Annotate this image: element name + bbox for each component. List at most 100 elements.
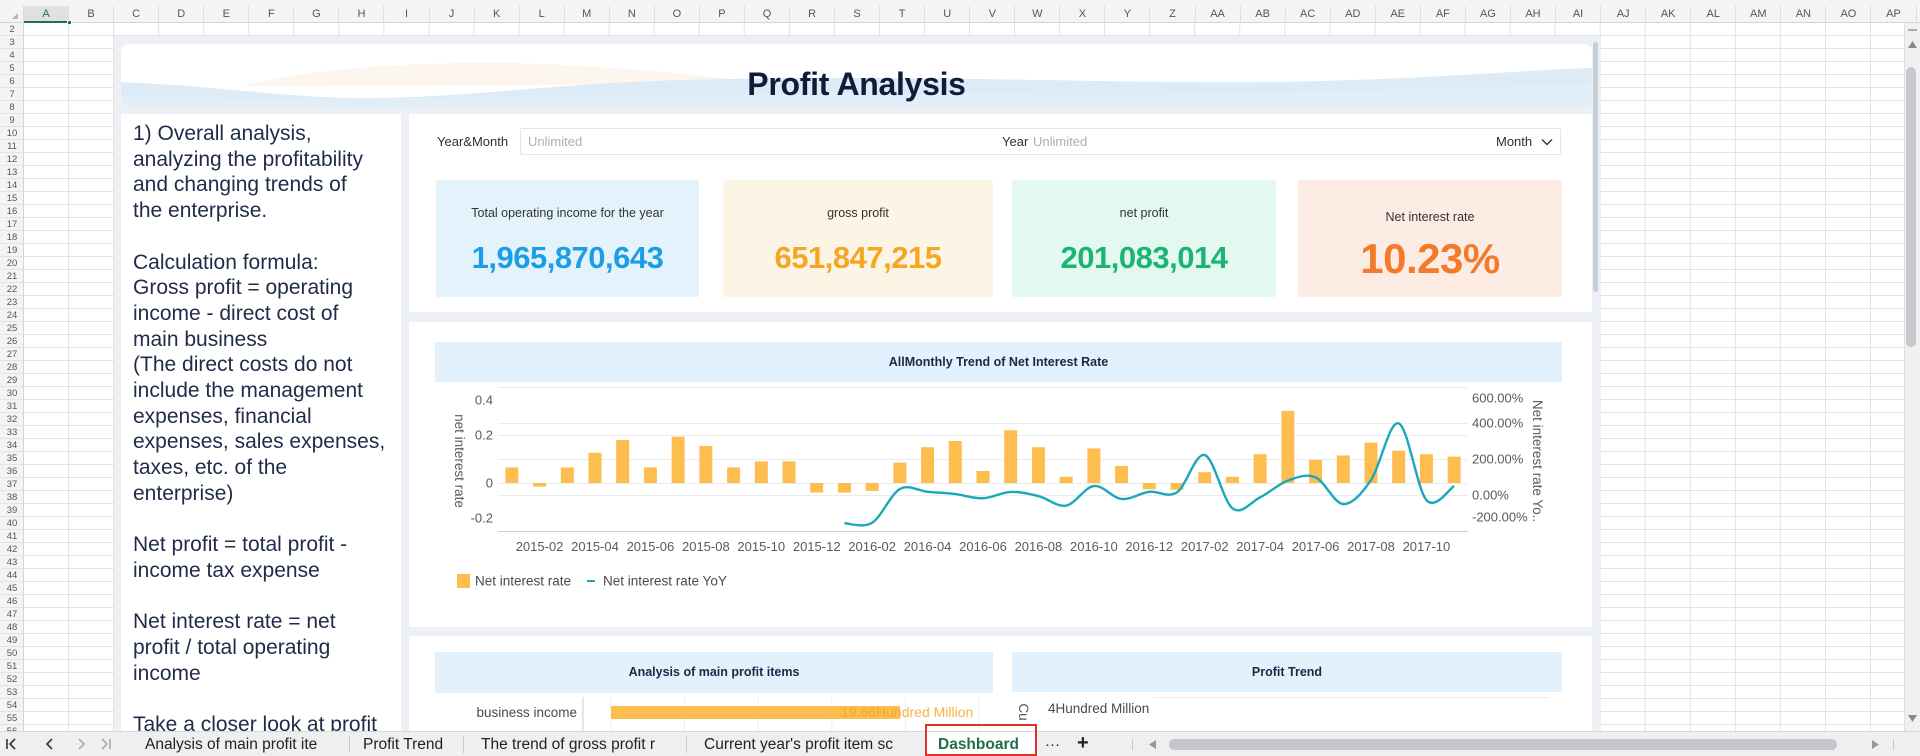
- year-month-input[interactable]: Unlimited: [528, 134, 583, 149]
- row-header-38[interactable]: 38: [0, 491, 23, 504]
- bar-2016-08[interactable]: [1031, 447, 1045, 483]
- row-header-22[interactable]: 22: [0, 283, 23, 296]
- bar-2015-05[interactable]: [616, 440, 630, 483]
- row-header-51[interactable]: 51: [0, 660, 23, 673]
- bar-2015-09[interactable]: [727, 467, 741, 483]
- column-header-n[interactable]: N: [610, 6, 655, 23]
- row-header-56[interactable]: 56: [0, 725, 23, 731]
- bar-2016-05[interactable]: [948, 441, 962, 483]
- sheet-tab-current-year-profit-items[interactable]: Current year's profit item sc: [704, 736, 894, 753]
- bar-2016-11[interactable]: [1115, 465, 1129, 483]
- vertical-scrollbar[interactable]: [1904, 23, 1920, 731]
- column-header-ac[interactable]: AC: [1286, 6, 1331, 23]
- bar-business-income[interactable]: [611, 706, 901, 719]
- bar-2016-10[interactable]: [1087, 448, 1101, 483]
- row-header-45[interactable]: 45: [0, 582, 23, 595]
- row-header-2[interactable]: 2: [0, 23, 23, 36]
- row-header-40[interactable]: 40: [0, 517, 23, 530]
- column-header-q[interactable]: Q: [745, 6, 790, 23]
- bar-2015-10[interactable]: [754, 461, 768, 483]
- bar-2017-07[interactable]: [1336, 455, 1350, 483]
- row-header-30[interactable]: 30: [0, 387, 23, 400]
- row-header-28[interactable]: 28: [0, 361, 23, 374]
- row-header-23[interactable]: 23: [0, 296, 23, 309]
- row-header-27[interactable]: 27: [0, 348, 23, 361]
- bar-2015-12[interactable]: [810, 483, 824, 493]
- column-header-c[interactable]: C: [114, 6, 160, 23]
- row-header-50[interactable]: 50: [0, 647, 23, 660]
- bar-2015-06[interactable]: [643, 467, 657, 483]
- column-header-ao[interactable]: AO: [1826, 6, 1872, 23]
- row-header-36[interactable]: 36: [0, 465, 23, 478]
- bar-2015-03[interactable]: [560, 467, 574, 483]
- bar-2017-02[interactable]: [1198, 472, 1212, 483]
- year-input[interactable]: Unlimited: [1033, 134, 1088, 149]
- column-header-p[interactable]: P: [700, 6, 745, 23]
- bar-2015-02[interactable]: [533, 483, 547, 487]
- column-header-z[interactable]: Z: [1151, 6, 1196, 23]
- row-header-37[interactable]: 37: [0, 478, 23, 491]
- column-header-af[interactable]: AF: [1421, 6, 1466, 23]
- granularity-dropdown[interactable]: Month: [1496, 134, 1533, 149]
- bar-2017-03[interactable]: [1225, 476, 1239, 483]
- column-header-i[interactable]: I: [384, 6, 430, 23]
- column-header-an[interactable]: AN: [1781, 6, 1827, 23]
- row-header-49[interactable]: 49: [0, 634, 23, 647]
- date-filter[interactable]: Unlimited Year Unlimited Month: [520, 128, 1561, 155]
- yoy-line[interactable]: [844, 422, 1455, 527]
- row-header-35[interactable]: 35: [0, 452, 23, 465]
- legend-bar-swatch-icon[interactable]: [457, 574, 470, 588]
- column-header-j[interactable]: J: [430, 6, 475, 23]
- column-header-w[interactable]: W: [1015, 6, 1061, 23]
- column-header-ah[interactable]: AH: [1511, 6, 1557, 23]
- chevron-down-icon[interactable]: [1541, 138, 1553, 146]
- column-header-ai[interactable]: AI: [1556, 6, 1602, 23]
- panel-scrollbar[interactable]: [1593, 42, 1598, 292]
- column-header-ak[interactable]: AK: [1646, 6, 1692, 23]
- row-header-9[interactable]: 9: [0, 114, 23, 127]
- row-header-31[interactable]: 31: [0, 400, 23, 413]
- column-header-k[interactable]: K: [475, 6, 520, 23]
- bar-2015-11[interactable]: [782, 461, 796, 483]
- row-header-6[interactable]: 6: [0, 75, 23, 88]
- sheet-tab-gross-profit-trend[interactable]: The trend of gross profit r: [481, 736, 656, 753]
- row-header-52[interactable]: 52: [0, 673, 23, 686]
- row-header-24[interactable]: 24: [0, 309, 23, 322]
- bar-2017-04[interactable]: [1253, 454, 1267, 483]
- row-header-10[interactable]: 10: [0, 127, 23, 140]
- column-header-l[interactable]: L: [520, 6, 565, 23]
- column-header-aj[interactable]: AJ: [1601, 6, 1647, 23]
- bar-2016-12[interactable]: [1142, 483, 1156, 490]
- column-header-d[interactable]: D: [159, 6, 205, 23]
- bar-2016-03[interactable]: [893, 462, 907, 483]
- bar-2015-01[interactable]: [505, 467, 519, 483]
- column-header-b[interactable]: B: [69, 6, 115, 23]
- column-header-ab[interactable]: AB: [1241, 6, 1286, 23]
- row-header-4[interactable]: 4: [0, 49, 23, 62]
- row-header-7[interactable]: 7: [0, 88, 23, 101]
- bar-2015-04[interactable]: [588, 452, 602, 483]
- row-header-29[interactable]: 29: [0, 374, 23, 387]
- bar-2017-11[interactable]: [1447, 456, 1461, 483]
- bar-2017-08[interactable]: [1364, 442, 1378, 483]
- bar-2016-04[interactable]: [921, 447, 935, 483]
- bar-2016-01[interactable]: [837, 483, 851, 493]
- row-header-8[interactable]: 8: [0, 101, 23, 114]
- horizontal-scroll-thumb[interactable]: [1169, 739, 1837, 750]
- row-header-18[interactable]: 18: [0, 231, 23, 244]
- bar-2016-06[interactable]: [976, 471, 990, 483]
- bar-2017-09[interactable]: [1392, 450, 1406, 483]
- row-header-17[interactable]: 17: [0, 218, 23, 231]
- column-header-s[interactable]: S: [835, 6, 881, 23]
- column-header-e[interactable]: E: [204, 6, 250, 23]
- legend-net-interest-rate-yoy[interactable]: Net interest rate YoY: [603, 574, 727, 589]
- row-header-5[interactable]: 5: [0, 62, 23, 75]
- row-header-43[interactable]: 43: [0, 556, 23, 569]
- row-header-39[interactable]: 39: [0, 504, 23, 517]
- row-header-34[interactable]: 34: [0, 439, 23, 452]
- row-header-44[interactable]: 44: [0, 569, 23, 582]
- column-header-u[interactable]: U: [925, 6, 971, 23]
- add-sheet-button[interactable]: +: [1077, 732, 1089, 754]
- row-header-53[interactable]: 53: [0, 686, 23, 699]
- more-sheets-button[interactable]: ···: [1045, 736, 1060, 753]
